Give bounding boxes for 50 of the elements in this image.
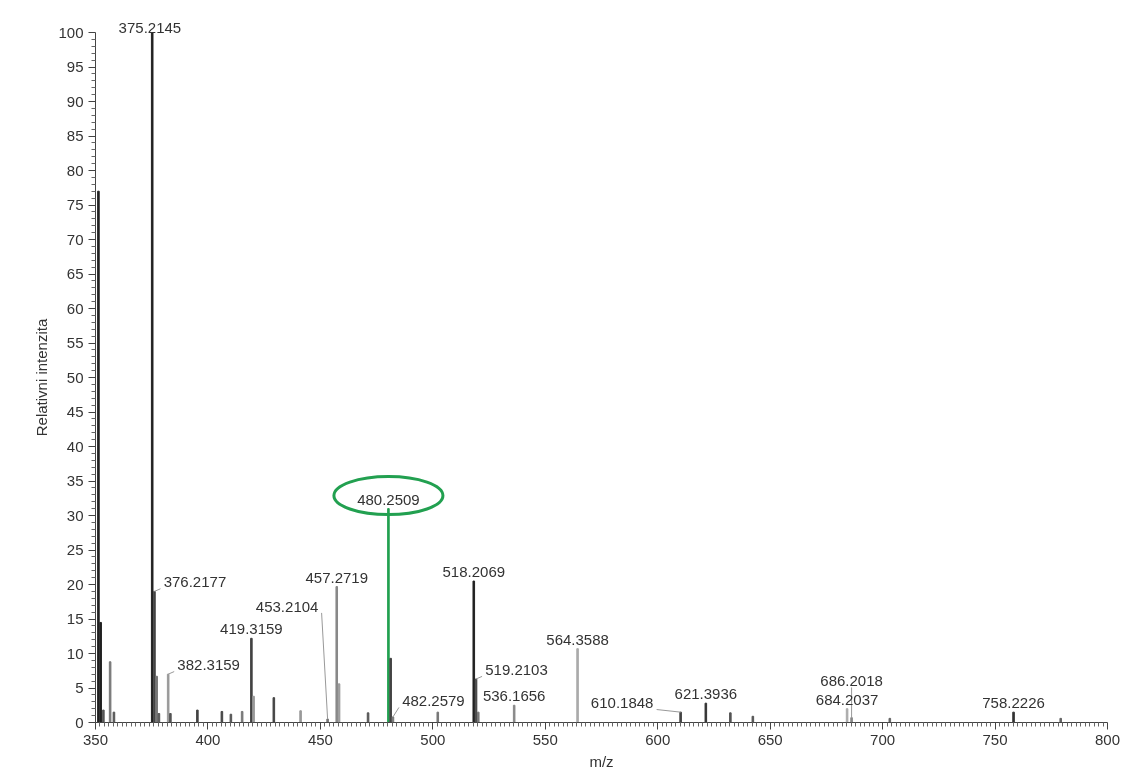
y-tick-label: 95	[66, 58, 84, 75]
annotation: 564.3588	[546, 630, 609, 648]
x-tick-label: 700	[870, 730, 896, 748]
x-tick-label: 500	[420, 730, 446, 748]
x-tick-label: 650	[757, 730, 783, 748]
y-tick-label: 40	[66, 437, 84, 455]
y-tick-label: 45	[66, 403, 84, 420]
annotation: 518.2069	[442, 563, 506, 581]
annotation: 621.3936	[674, 685, 738, 703]
annotation: 480.2509	[357, 490, 420, 508]
y-tick-label: 65	[66, 265, 84, 282]
x-tick-label: 750	[982, 730, 1008, 748]
y-tick-label: 25	[66, 541, 84, 558]
y-tick-label: 90	[66, 92, 84, 110]
y-tick-label: 85	[66, 127, 84, 144]
y-tick-label: 70	[66, 230, 84, 248]
y-tick-label: 5	[75, 679, 84, 696]
annotation: 758.2226	[982, 694, 1045, 712]
y-tick-label: 60	[66, 299, 84, 317]
annotation: 375.2145	[118, 18, 182, 36]
y-tick-label: 100	[58, 23, 84, 41]
x-tick-label: 600	[645, 730, 671, 748]
annotation: 519.2103	[485, 661, 548, 679]
annotation: 457.2719	[305, 568, 369, 586]
annotation: 536.1656	[482, 687, 546, 705]
x-tick-label: 400	[195, 730, 221, 748]
x-tick-label: 350	[82, 730, 109, 748]
annotation: 610.1848	[590, 694, 654, 712]
x-tick-label: 550	[532, 730, 558, 748]
y-tick-label: 10	[66, 644, 84, 662]
annotation: 482.2579	[402, 692, 465, 710]
y-tick-label: 35	[66, 472, 84, 489]
y-tick-label: 80	[66, 161, 84, 179]
annotation: 453.2104	[255, 597, 319, 615]
annotation: 419.3159	[220, 620, 283, 638]
x-tick-label: 800	[1094, 730, 1121, 748]
x-tick-label: 450	[307, 730, 333, 748]
y-tick-label: 20	[66, 575, 84, 593]
annotation: 684.2037	[815, 690, 879, 708]
y-tick-label: 30	[66, 506, 84, 524]
annotation: 382.3159	[177, 656, 240, 674]
y-tick-label: 55	[66, 334, 84, 351]
y-tick-label: 15	[66, 610, 84, 627]
x-axis-title: m/z	[589, 752, 614, 770]
y-axis-title: Relativni intenzita	[33, 318, 51, 437]
y-tick-label: 0	[75, 713, 84, 731]
annotation: 376.2177	[163, 573, 227, 591]
y-tick-label: 75	[66, 196, 84, 213]
y-tick-label: 50	[66, 368, 84, 386]
annotation: 686.2018	[820, 672, 883, 690]
